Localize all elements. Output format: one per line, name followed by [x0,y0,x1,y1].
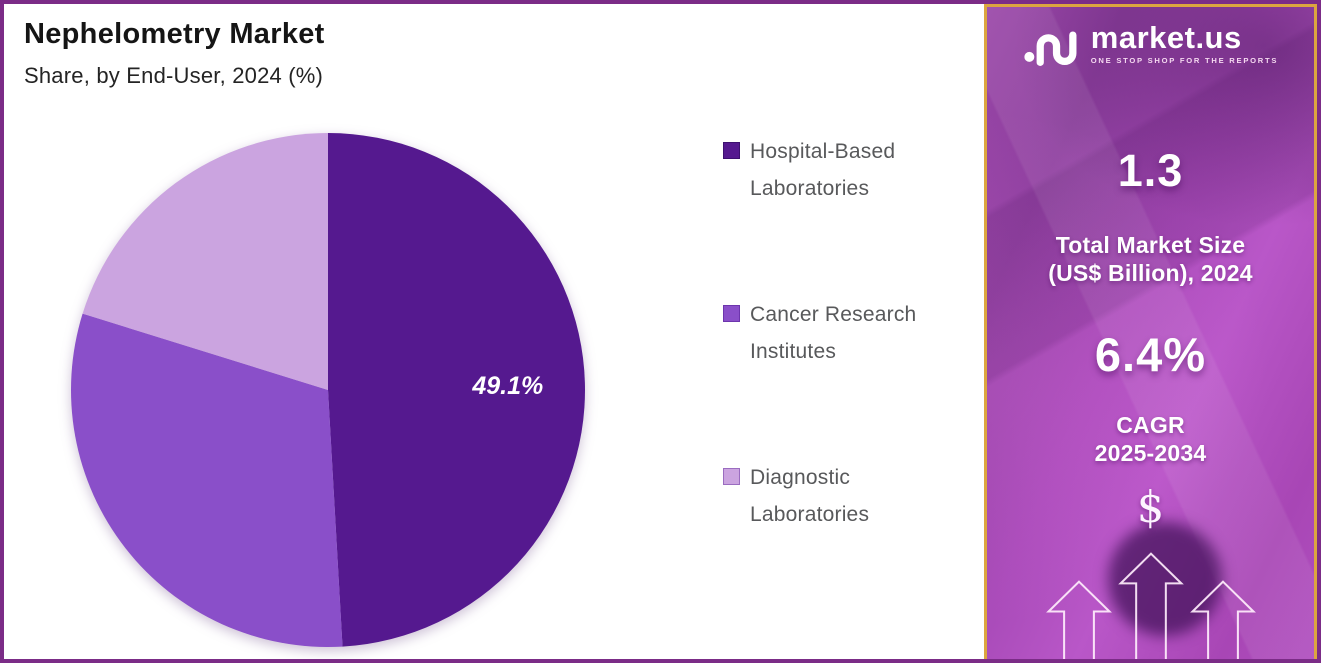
legend-marker-icon [723,468,740,485]
growth-arrows [1045,551,1257,659]
page-title: Nephelometry Market [24,18,325,50]
dollar-symbol: $ [1136,483,1165,533]
cagr-years: 2025-2034 [1094,440,1207,466]
brand-sidebar: market.us ONE STOP SHOP FOR THE REPORTS … [984,4,1317,659]
cagr-value: 6.4% [1094,328,1207,381]
pie-slice [71,313,343,647]
market-size-label-line1: Total Market Size [1055,232,1246,258]
pie-chart: 49.1% [66,128,590,652]
market-size-value: 1.3 [1117,145,1184,196]
pie-chart-svg: 49.1% [71,133,585,647]
cagr-label: CAGR [1116,412,1185,438]
growth-arrow-icon [1045,580,1112,659]
legend: Hospital-Based Laboratories Cancer Resea… [723,133,983,622]
brand-wordmark: market.us ONE STOP SHOP FOR THE REPORTS [1090,20,1279,65]
legend-item-hospital-based-laboratories: Hospital-Based Laboratories [723,133,983,207]
brand-logo: market.us ONE STOP SHOP FOR THE REPORTS [987,20,1314,69]
legend-marker-icon [723,305,740,322]
brand-name: market.us [1090,20,1242,55]
legend-item-cancer-research-institutes: Cancer Research Institutes [723,296,983,370]
brand-tagline: ONE STOP SHOP FOR THE REPORTS [1090,56,1279,65]
growth-arrow-icon [1189,580,1256,659]
growth-arrow-icon [1117,552,1184,659]
legend-label: Cancer Research Institutes [750,303,917,363]
market-size-label-line2: (US$ Billion), 2024 [1048,260,1253,286]
pie-slice [328,133,585,647]
legend-label: Diagnostic Laboratories [750,466,870,526]
page-subtitle: Share, by End-User, 2024 (%) [24,63,324,88]
marketus-logo-icon [1024,31,1077,66]
pie-slice-label: 49.1% [471,372,543,400]
header: Nephelometry Market Share, by End-User, … [24,18,325,89]
pie-slice [82,133,328,390]
market-size-label: Total Market Size (US$ Billion), 2024 [987,231,1314,287]
legend-label: Hospital-Based Laboratories [750,140,896,200]
legend-marker-icon [723,142,740,159]
legend-item-diagnostic-laboratories: Diagnostic Laboratories [723,459,983,533]
